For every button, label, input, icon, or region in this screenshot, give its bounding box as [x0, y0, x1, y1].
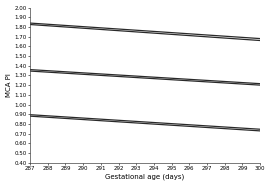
- X-axis label: Gestational age (days): Gestational age (days): [105, 174, 185, 180]
- Y-axis label: MCA PI: MCA PI: [6, 73, 12, 97]
